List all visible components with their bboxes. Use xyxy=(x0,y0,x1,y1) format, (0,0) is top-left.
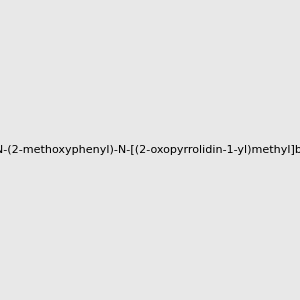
Text: 4-ethoxy-N-(2-methoxyphenyl)-N-[(2-oxopyrrolidin-1-yl)methyl]benzamide: 4-ethoxy-N-(2-methoxyphenyl)-N-[(2-oxopy… xyxy=(0,145,300,155)
